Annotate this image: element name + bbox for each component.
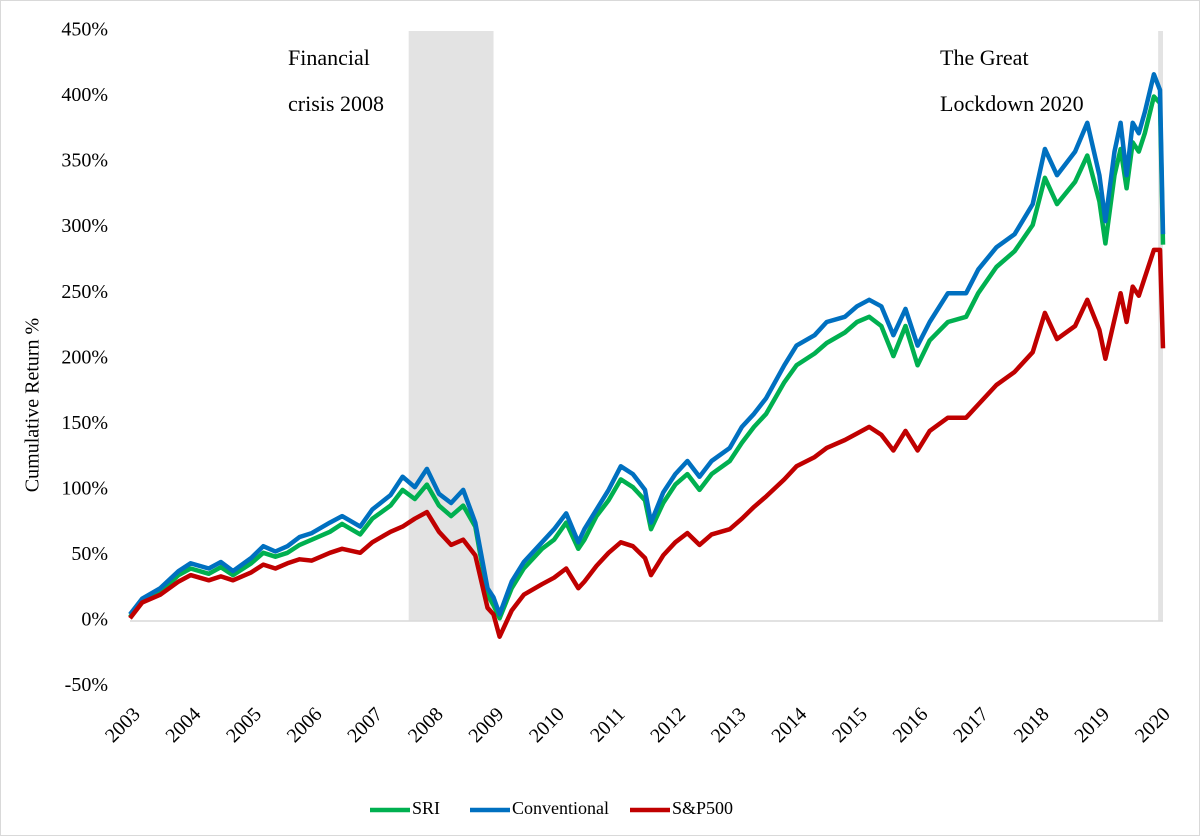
y-tick-label: 350% bbox=[61, 150, 108, 172]
y-tick-label: 0% bbox=[81, 609, 108, 631]
y-tick-label: 400% bbox=[61, 84, 108, 106]
legend-label: Conventional bbox=[512, 798, 609, 818]
y-tick-label: 50% bbox=[71, 543, 108, 565]
y-axis-label: Cumulative Return % bbox=[22, 318, 44, 492]
y-tick-label: 100% bbox=[61, 477, 108, 499]
y-tick-label: 450% bbox=[61, 19, 108, 41]
annotation: crisis 2008 bbox=[288, 91, 384, 116]
y-tick-label: 200% bbox=[61, 346, 108, 368]
shaded-period bbox=[408, 31, 494, 621]
series-line bbox=[128, 247, 1166, 639]
legend-label: SRI bbox=[412, 798, 440, 818]
series-line bbox=[128, 94, 1166, 621]
y-tick-label: 150% bbox=[61, 412, 108, 434]
y-tick-label: 250% bbox=[61, 281, 108, 303]
y-tick-label: -50% bbox=[65, 674, 108, 696]
legend-label: S&P500 bbox=[672, 798, 733, 818]
annotation: Lockdown 2020 bbox=[940, 91, 1084, 116]
annotation: The Great bbox=[940, 45, 1029, 70]
annotation: Financial bbox=[288, 45, 370, 70]
series-line bbox=[128, 72, 1166, 617]
y-tick-label: 300% bbox=[61, 215, 108, 237]
